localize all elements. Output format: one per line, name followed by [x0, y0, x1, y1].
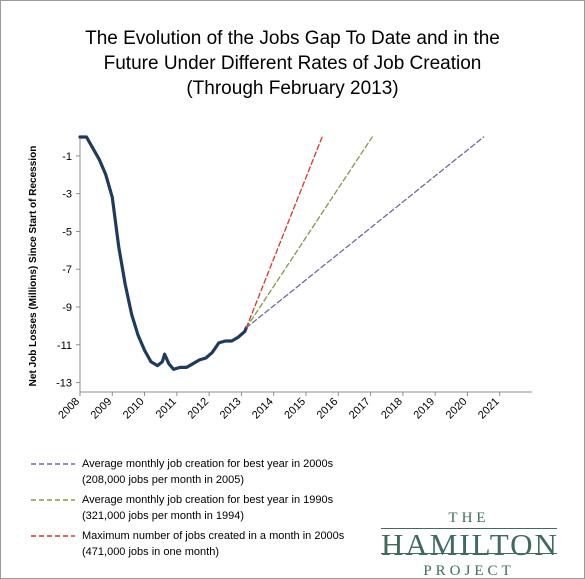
y-tick-label: -1 [62, 151, 72, 163]
chart-series [78, 135, 485, 371]
title-line-3: (Through February 2013) [186, 78, 399, 99]
x-tick-label: 2009 [89, 396, 115, 422]
y-axis-label: Net Job Losses (Millions) Since Start of… [28, 146, 39, 387]
legend-swatch-2000s-average [31, 463, 75, 465]
legend-text-2000s-maximum: Maximum number of jobs created in a mont… [82, 530, 345, 542]
logo-text-project: PROJECT [423, 563, 515, 579]
title-line-2: Future Under Different Rates of Job Crea… [103, 53, 482, 74]
y-tick-label: -11 [57, 340, 72, 352]
x-tick-label: 2014 [250, 396, 276, 422]
x-tick-label: 2016 [315, 396, 341, 422]
x-tick-label: 2018 [379, 396, 405, 422]
x-tick-label: 2020 [444, 396, 470, 422]
legend: Average monthly job creation for best ye… [30, 456, 390, 564]
legend-swatch-1990s-average [31, 499, 75, 501]
x-tick-label: 2011 [154, 396, 179, 421]
y-tick-label: -13 [56, 378, 72, 390]
x-tick-label: 2021 [476, 396, 502, 422]
chart-title: The Evolution of the Jobs Gap To Date an… [0, 26, 585, 101]
x-tick-label: 2013 [218, 396, 244, 422]
logo-text-hamilton: HAMILTON [381, 527, 559, 562]
y-tick-label: -3 [62, 189, 72, 201]
x-tick-label: 2008 [56, 396, 82, 422]
y-tick-label: -7 [62, 264, 72, 276]
x-tick-label: 2019 [411, 396, 437, 422]
x-tick-label: 2010 [121, 396, 147, 422]
logo-rule-top [381, 528, 557, 529]
legend-item-2000s-maximum: Maximum number of jobs created in a mont… [30, 528, 390, 560]
y-tick-label: -9 [62, 302, 72, 314]
legend-text-1990s-average: Average monthly job creation for best ye… [82, 494, 334, 506]
legend-text-2000s-average: Average monthly job creation for best ye… [82, 458, 334, 470]
legend-swatch-2000s-maximum [31, 535, 75, 537]
legend-item-2000s-average: Average monthly job creation for best ye… [30, 456, 390, 488]
y-tick-label: -5 [62, 226, 72, 238]
series-line-projection-2 [245, 136, 373, 329]
legend-item-1990s-average: Average monthly job creation for best ye… [30, 492, 390, 524]
legend-subtext-2000s-maximum: (471,000 jobs in one month) [82, 546, 219, 558]
series-line-projection-3 [245, 136, 323, 329]
logo-rule-bottom [381, 553, 557, 554]
x-tick-label: 2012 [185, 396, 211, 422]
title-line-1: The Evolution of the Jobs Gap To Date an… [85, 28, 500, 49]
x-tick-label: 2015 [282, 396, 308, 422]
logo-text-the: THE [448, 510, 490, 526]
series-line-actual [78, 135, 248, 371]
chart-axes: -1 -3 -5 -7 -9 -11 -13 2008 2009 2010 2011 2012 2013… [56, 137, 532, 421]
hamilton-project-logo: THE HAMILTON PROJECT [381, 510, 559, 579]
x-tick-label: 2017 [347, 396, 373, 422]
legend-subtext-1990s-average: (321,000 jobs per month in 1994) [82, 510, 245, 522]
series-line-projection-1 [245, 136, 485, 329]
legend-subtext-2000s-average: (208,000 jobs per month in 2005) [82, 474, 245, 486]
